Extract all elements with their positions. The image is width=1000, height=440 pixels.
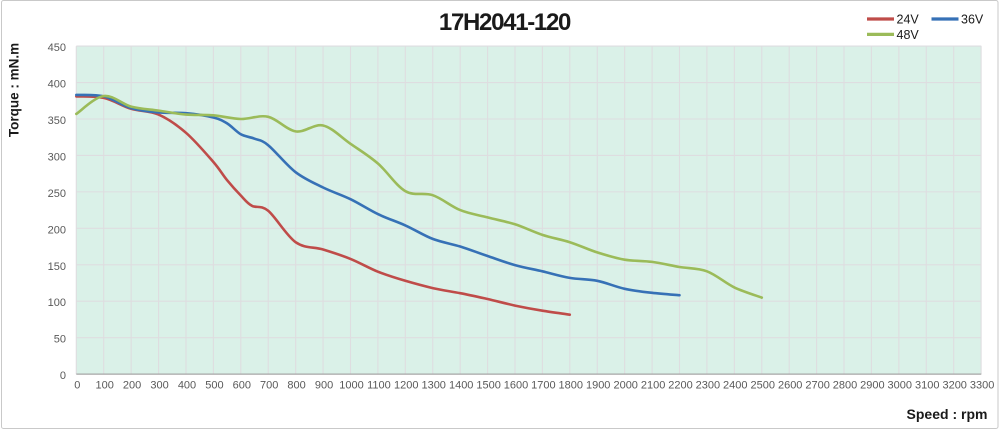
svg-text:2900: 2900 [860, 380, 884, 392]
svg-text:36V: 36V [961, 13, 984, 27]
svg-text:50: 50 [54, 334, 66, 346]
svg-text:2800: 2800 [833, 380, 857, 392]
svg-text:1100: 1100 [367, 380, 391, 392]
svg-text:3100: 3100 [915, 380, 939, 392]
svg-text:1000: 1000 [339, 380, 363, 392]
svg-text:2000: 2000 [613, 380, 637, 392]
svg-text:0: 0 [60, 370, 66, 382]
svg-text:3000: 3000 [888, 380, 912, 392]
svg-text:17H2041-120: 17H2041-120 [439, 9, 571, 36]
svg-text:3200: 3200 [942, 380, 966, 392]
svg-text:800: 800 [287, 380, 305, 392]
svg-text:600: 600 [233, 380, 251, 392]
svg-text:1200: 1200 [394, 380, 418, 392]
svg-text:2500: 2500 [751, 380, 775, 392]
svg-text:24V: 24V [897, 13, 920, 27]
svg-text:150: 150 [48, 261, 66, 273]
svg-text:250: 250 [48, 188, 66, 200]
svg-text:450: 450 [48, 42, 66, 54]
svg-text:1700: 1700 [531, 380, 555, 392]
svg-text:0: 0 [74, 380, 80, 392]
svg-text:700: 700 [260, 380, 278, 392]
svg-text:200: 200 [48, 224, 66, 236]
svg-text:350: 350 [48, 115, 66, 127]
svg-text:400: 400 [178, 380, 196, 392]
svg-text:3300: 3300 [970, 380, 994, 392]
svg-text:1500: 1500 [476, 380, 500, 392]
svg-text:1800: 1800 [559, 380, 583, 392]
svg-text:100: 100 [96, 380, 114, 392]
svg-text:400: 400 [48, 79, 66, 91]
svg-text:2100: 2100 [641, 380, 665, 392]
svg-text:1600: 1600 [504, 380, 528, 392]
svg-text:200: 200 [123, 380, 141, 392]
svg-text:2300: 2300 [696, 380, 720, 392]
svg-text:300: 300 [48, 151, 66, 163]
svg-text:900: 900 [315, 380, 333, 392]
svg-text:2400: 2400 [723, 380, 747, 392]
svg-text:Speed : rpm: Speed : rpm [907, 406, 988, 422]
svg-text:48V: 48V [897, 28, 920, 42]
svg-text:Torque : mN.m: Torque : mN.m [6, 43, 21, 137]
svg-text:1400: 1400 [449, 380, 473, 392]
svg-text:1900: 1900 [586, 380, 610, 392]
svg-text:500: 500 [205, 380, 223, 392]
svg-text:2600: 2600 [778, 380, 802, 392]
svg-text:2700: 2700 [805, 380, 829, 392]
svg-text:1300: 1300 [421, 380, 445, 392]
svg-text:100: 100 [48, 297, 66, 309]
svg-text:2200: 2200 [668, 380, 692, 392]
svg-text:300: 300 [150, 380, 168, 392]
